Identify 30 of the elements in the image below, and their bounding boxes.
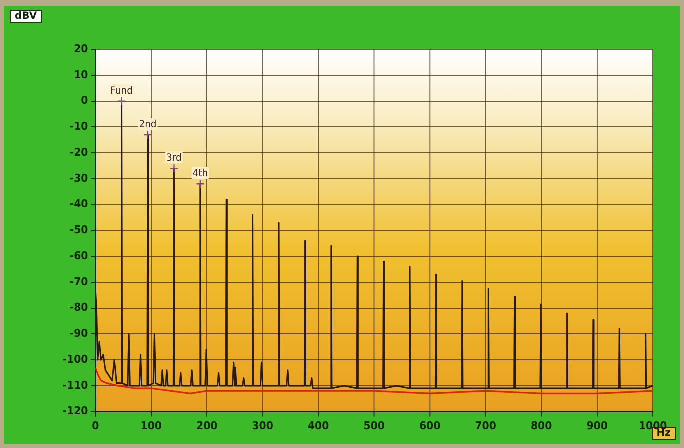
x-tick-label: 500: [364, 420, 385, 432]
x-tick-label: 200: [196, 420, 218, 432]
annotation: 4th: [192, 168, 208, 180]
y-tick-label: -100: [62, 354, 88, 366]
y-tick-label: -60: [70, 250, 88, 263]
x-tick-label: 700: [475, 420, 496, 432]
y-tick-label: 0: [81, 94, 88, 108]
y-tick-label: -80: [70, 302, 88, 314]
y-axis-title: dBV: [10, 10, 42, 23]
x-tick-label: 600: [419, 420, 441, 432]
y-tick-label: -70: [70, 276, 88, 288]
annotation: Fund: [110, 86, 133, 98]
x-tick-label: 100: [140, 420, 162, 432]
x-tick-label: 400: [308, 420, 330, 432]
x-tick-label: 300: [252, 420, 274, 432]
y-tick-label: -10: [70, 120, 88, 134]
y-tick-label: -50: [70, 224, 88, 237]
x-tick-label: 900: [586, 420, 608, 432]
x-tick-label: 0: [92, 420, 100, 432]
x-tick-label: 800: [530, 420, 552, 432]
annotation: 2nd: [139, 119, 157, 131]
y-tick-label: -40: [70, 198, 88, 211]
y-tick-label: -90: [70, 328, 88, 340]
y-tick-label: -30: [70, 172, 88, 185]
annotation: 3rd: [166, 152, 182, 164]
y-tick-label: -110: [62, 379, 88, 392]
y-tick-label: 10: [74, 68, 88, 82]
y-tick-label: -120: [62, 405, 88, 418]
y-tick-label: -20: [70, 146, 88, 160]
y-tick-label: 20: [74, 43, 88, 56]
